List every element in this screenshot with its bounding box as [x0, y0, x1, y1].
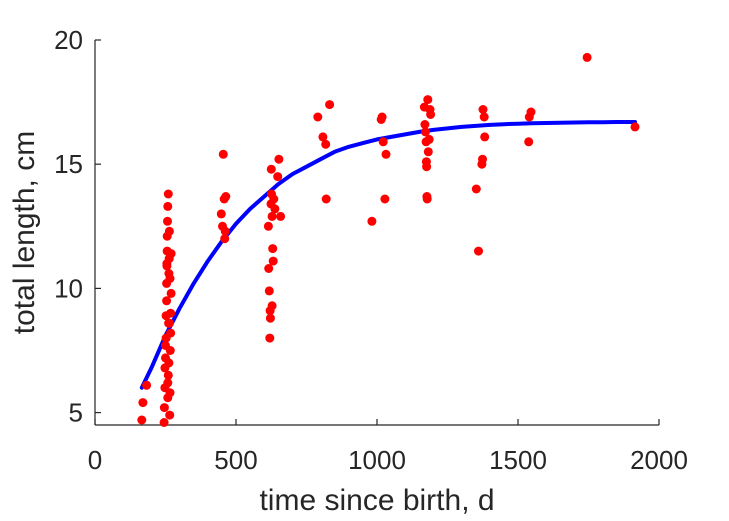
data-point [165, 274, 175, 283]
data-point [166, 288, 176, 298]
data-point [142, 380, 152, 390]
data-point [325, 100, 335, 110]
data-point [220, 234, 230, 244]
data-point [164, 318, 174, 328]
data-point [264, 286, 274, 296]
data-point [380, 194, 390, 204]
x-tick-label: 0 [88, 445, 102, 475]
data-point [166, 308, 176, 318]
data-point [265, 313, 275, 323]
data-point [166, 249, 176, 259]
y-tick-label: 15 [54, 149, 83, 179]
data-point [138, 398, 148, 408]
data-point [269, 194, 279, 204]
data-point [162, 296, 172, 306]
data-point [630, 122, 640, 132]
y-ticks: 5 10 15 20 [54, 25, 101, 428]
x-ticks: 0 500 1000 1500 2000 [88, 419, 688, 475]
fit-curve-layer [139, 120, 637, 390]
x-axis-label: time since birth, d [259, 484, 494, 517]
data-point [163, 189, 173, 199]
y-tick-label: 10 [54, 273, 83, 303]
data-point [378, 137, 388, 147]
data-point [268, 244, 278, 254]
data-point [313, 112, 323, 122]
data-point [264, 264, 274, 273]
data-point [478, 105, 488, 114]
x-tick-label: 1500 [489, 445, 547, 475]
data-point [479, 112, 489, 122]
data-point [276, 211, 286, 221]
x-tick-label: 1000 [348, 445, 406, 475]
data-point [164, 358, 174, 368]
data-point [162, 261, 172, 271]
data-point [321, 139, 331, 149]
data-point [422, 162, 432, 172]
data-point [159, 418, 169, 427]
data-point [426, 110, 436, 119]
data-point [582, 52, 592, 62]
data-point [274, 154, 284, 164]
data-point [163, 216, 172, 226]
data-point [218, 149, 228, 159]
data-point [421, 127, 430, 137]
data-point [163, 378, 173, 388]
data-point [524, 137, 534, 147]
y-tick-label: 20 [54, 25, 83, 55]
data-point [216, 209, 226, 219]
fit-curve [139, 120, 637, 390]
data-point [381, 149, 391, 159]
data-point [526, 107, 536, 117]
data-point [270, 204, 280, 214]
data-point [423, 95, 433, 105]
data-point [165, 346, 175, 355]
data-point [165, 410, 175, 420]
data-point [267, 301, 277, 311]
data-point [420, 120, 430, 129]
data-point [163, 201, 173, 211]
data-point [480, 132, 490, 142]
data-point [220, 226, 230, 236]
data-point [424, 134, 434, 144]
data-point [221, 192, 231, 201]
data-point [164, 226, 174, 236]
y-axis-label: total length, cm [8, 131, 41, 334]
data-point [159, 403, 169, 413]
scatter-points-layer [137, 52, 640, 427]
data-point [423, 147, 433, 157]
data-point [163, 370, 173, 380]
data-point [321, 194, 331, 204]
y-tick-label: 5 [69, 398, 83, 428]
x-tick-label: 2000 [630, 445, 688, 475]
data-point [267, 211, 277, 221]
data-point [273, 172, 283, 182]
data-point [166, 328, 176, 338]
data-point [265, 333, 275, 343]
data-point [367, 216, 377, 226]
data-point [318, 132, 328, 142]
x-tick-label: 500 [214, 445, 257, 475]
data-point [165, 388, 175, 398]
data-point [478, 154, 487, 164]
axes [94, 40, 659, 426]
data-point [263, 221, 273, 231]
data-point [268, 256, 278, 266]
data-point [266, 164, 276, 174]
data-point [377, 112, 387, 122]
data-point [422, 194, 432, 204]
data-point [471, 184, 481, 194]
data-point [474, 246, 483, 256]
data-point [137, 415, 147, 425]
